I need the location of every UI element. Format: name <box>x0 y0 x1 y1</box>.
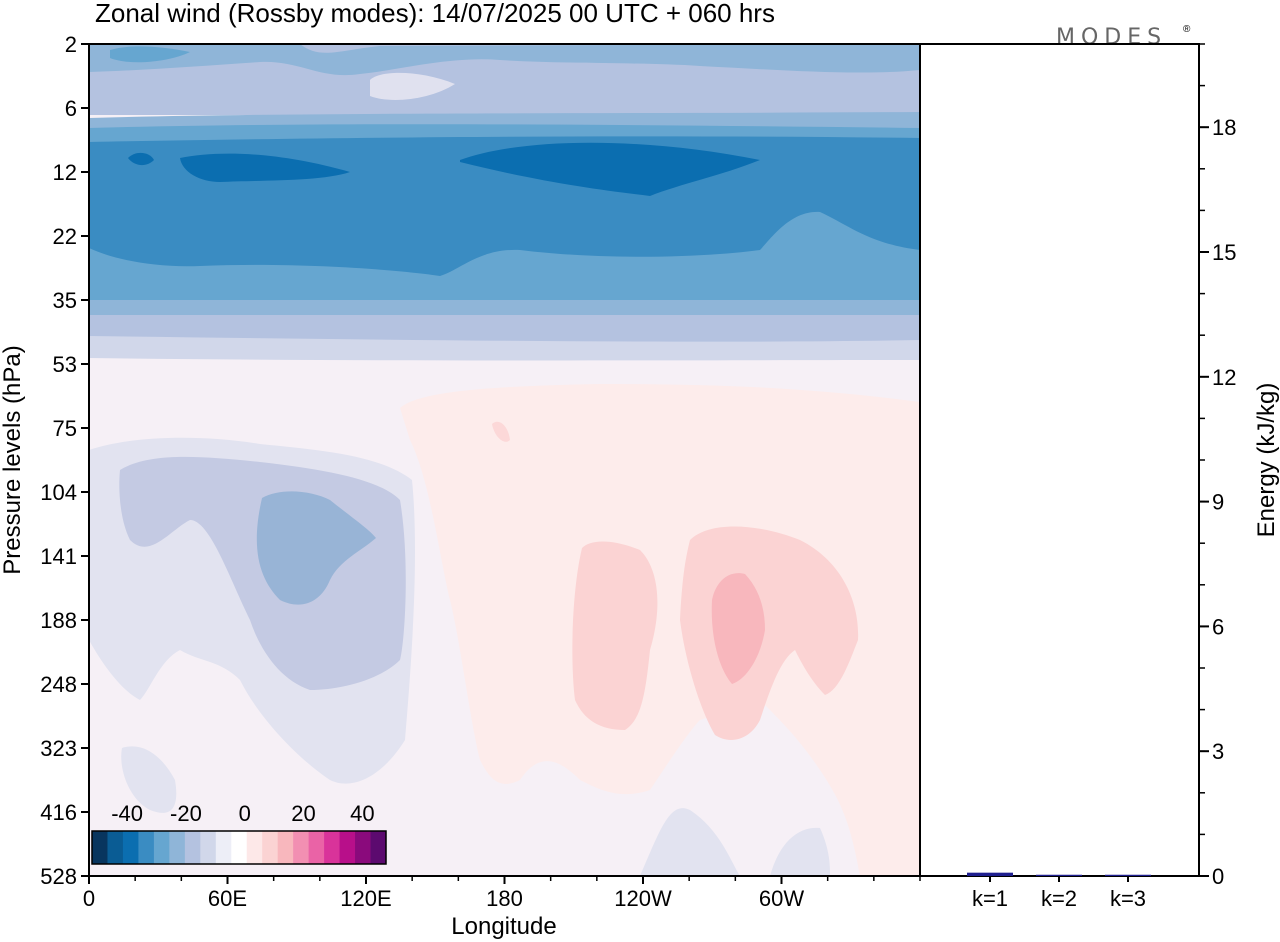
colorbar-swatch <box>246 831 263 864</box>
energy-tick-label: 15 <box>1212 240 1236 265</box>
y-tick-label: 12 <box>53 160 77 185</box>
x-tick-label: 60W <box>759 886 804 911</box>
bar-category-label: k=1 <box>972 886 1008 911</box>
contour-trop-minus5-b2 <box>640 808 740 876</box>
energy-tick-label: 9 <box>1212 490 1224 515</box>
energy-axis-label: Energy (kJ/kg) <box>1253 383 1280 538</box>
x-axis-label: Longitude <box>451 913 556 940</box>
bar-category-label: k=3 <box>1110 886 1146 911</box>
colorbar-tick-label: 40 <box>350 801 374 826</box>
energy-axis: 0 3 6 9 12 15 18 <box>1199 43 1236 889</box>
y-tick-label: 2 <box>65 32 77 57</box>
contour-trop-plus15 <box>711 573 765 684</box>
colorbar-swatch <box>231 831 248 864</box>
energy-tick-label: 12 <box>1212 365 1236 390</box>
energy-bar <box>1036 874 1082 876</box>
energy-bar <box>1105 874 1151 876</box>
colorbar-swatch <box>184 831 201 864</box>
y-axis-label: Pressure levels (hPa) <box>0 345 26 574</box>
energy-panel-frame <box>919 43 1200 877</box>
x-axis: 0 60E 120E 180 120W 60W <box>83 876 921 911</box>
x-tick-label: 120E <box>340 886 391 911</box>
colorbar-swatch <box>138 831 155 864</box>
colorbar-swatch <box>215 831 232 864</box>
colorbar-swatch <box>262 831 279 864</box>
colorbar-tick-label: 20 <box>291 801 315 826</box>
y-tick-label: 188 <box>40 608 77 633</box>
colorbar-swatch <box>324 831 341 864</box>
energy-bars: k=1 k=2 k=3 <box>967 872 1151 911</box>
y-tick-label: 248 <box>40 672 77 697</box>
y-tick-label: 22 <box>53 224 77 249</box>
x-tick-label: 0 <box>83 886 95 911</box>
colorbar-swatch <box>293 831 310 864</box>
colorbar-swatch <box>355 831 372 864</box>
energy-tick-label: 6 <box>1212 614 1224 639</box>
contour-trop-minus5-bottom <box>121 746 177 813</box>
chart-title: Zonal wind (Rossby modes): 14/07/2025 00… <box>95 0 775 28</box>
contour-upper-minus25 <box>110 46 190 63</box>
energy-tick-label: 18 <box>1212 115 1236 140</box>
colorbar-swatch <box>277 831 294 864</box>
contour-upper-minus20 <box>89 44 920 76</box>
colorbar-swatch <box>370 831 387 864</box>
energy-tick-label: 3 <box>1212 739 1224 764</box>
colorbar-swatch <box>153 831 170 864</box>
colorbar: -40 -20 0 20 40 <box>91 801 387 865</box>
contour-core-small <box>128 152 154 166</box>
contour-core-west <box>180 153 350 182</box>
colorbar-swatch <box>169 831 186 864</box>
contour-upper-minus5 <box>370 72 455 100</box>
y-tick-label: 6 <box>65 96 77 121</box>
y-tick-label: 528 <box>40 864 77 889</box>
y-axis: 2 6 12 22 35 53 75 104 141 188 248 323 416 528 <box>40 32 89 889</box>
logo-registered-mark: ® <box>1183 24 1191 35</box>
x-tick-label: 120W <box>614 886 672 911</box>
colorbar-swatch <box>339 831 356 864</box>
y-tick-label: 53 <box>53 352 77 377</box>
energy-bar <box>967 872 1013 876</box>
y-tick-label: 104 <box>40 480 77 505</box>
x-tick-label: 60E <box>208 886 247 911</box>
contour-trop-plus10-west <box>572 541 658 730</box>
colorbar-frame <box>91 830 387 865</box>
y-tick-label: 323 <box>40 736 77 761</box>
contour-trop-plus5 <box>400 384 920 876</box>
colorbar-swatch <box>308 831 325 864</box>
colorbar-swatch <box>200 831 217 864</box>
energy-tick-label: 0 <box>1212 864 1224 889</box>
contour-trop-minus20 <box>256 491 376 605</box>
contour-trop-minus5-b3 <box>770 827 830 876</box>
x-tick-label: 180 <box>486 886 523 911</box>
y-tick-label: 141 <box>40 544 77 569</box>
colorbar-tick-label: 0 <box>239 801 251 826</box>
colorbar-tick-label: -40 <box>111 801 143 826</box>
contour-core-east <box>460 142 760 196</box>
contour-trop-plus5-small <box>492 421 510 442</box>
colorbar-swatch <box>122 831 139 864</box>
y-tick-label: 75 <box>53 416 77 441</box>
colorbar-swatch <box>107 831 124 864</box>
heatmap-field <box>89 44 920 876</box>
y-tick-label: 35 <box>53 288 77 313</box>
contour-lower-minus15 <box>89 315 920 342</box>
colorbar-swatch <box>92 831 108 864</box>
bar-category-label: k=2 <box>1041 886 1077 911</box>
y-tick-label: 416 <box>40 800 77 825</box>
colorbar-tick-label: -20 <box>170 801 202 826</box>
